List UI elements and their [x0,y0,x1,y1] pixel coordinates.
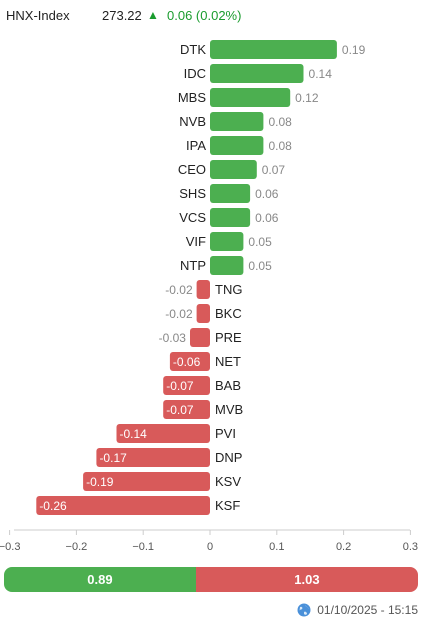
bar [210,112,264,131]
declining-value: 1.03 [294,572,320,587]
data-label: -0.19 [86,475,114,489]
category-label: KSF [215,498,240,513]
bar [83,472,210,491]
category-label: DTK [180,42,206,57]
data-label: -0.07 [166,403,194,417]
bar [210,232,244,251]
globe-icon [297,603,311,617]
bar [210,64,304,83]
category-label: VIF [186,234,206,249]
x-tick-label: −0.2 [66,541,88,553]
x-tick-label: 0.2 [336,541,351,553]
bar [190,328,210,347]
index-name: HNX-Index [6,7,70,23]
data-label: -0.02 [165,307,193,321]
data-label: 0.06 [255,211,279,225]
bar [169,352,210,371]
data-label: 0.19 [342,43,366,57]
data-label: -0.02 [165,283,193,297]
category-label: CEO [178,162,206,177]
index-change: 0.06 (0.02%) [167,7,242,23]
category-label: SHS [179,186,206,201]
up-arrow-icon: ▲ [147,8,159,22]
category-label: VCS [179,210,206,225]
category-label: NET [215,354,241,369]
category-label: IDC [184,66,206,81]
category-label: NVB [179,114,206,129]
advancing-value: 0.89 [87,572,113,587]
data-label: 0.05 [248,259,272,273]
category-label: DNP [215,450,242,465]
bar [163,400,210,419]
bar [210,88,291,107]
bar [210,184,251,203]
category-label: NTP [180,258,206,273]
data-label: -0.17 [99,451,127,465]
index-header: HNX-Index 273.22 ▲ 0.06 (0.02%) [6,6,241,24]
bar [36,496,210,515]
bar [196,304,210,323]
category-label: KSV [215,474,241,489]
category-label: PRE [215,330,242,345]
x-tick-label: −0.3 [0,541,20,553]
bar [210,256,244,275]
category-label: IPA [186,138,206,153]
category-label: TNG [215,282,242,297]
data-label: -0.03 [159,331,187,345]
data-label: 0.08 [268,115,292,129]
x-tick-label: −0.1 [132,541,154,553]
bar [196,280,210,299]
data-label: -0.07 [166,379,194,393]
x-tick-label: 0.1 [269,541,284,553]
data-label: -0.14 [119,427,147,441]
bar [163,376,210,395]
data-label: 0.05 [248,235,272,249]
data-label: 0.06 [255,187,279,201]
data-label: 0.07 [262,163,286,177]
data-label: -0.06 [173,355,201,369]
bar [96,448,210,467]
x-tick-label: 0.3 [403,541,418,553]
data-label: 0.08 [268,139,292,153]
bar [210,208,251,227]
advancing-segment: 0.89 [4,567,196,592]
bar [210,160,257,179]
x-tick-label: 0 [207,541,213,553]
impact-bar-chart: DTK 0.19 IDC 0.14 MBS 0.12 NVB 0.08 IPA 0.08 CEO 0.… [0,40,418,553]
bar [210,136,264,155]
category-label: BAB [215,378,241,393]
market-breadth-bar: 0.89 1.03 [4,567,418,592]
data-label: 0.12 [295,91,319,105]
index-value: 273.22 [102,7,142,23]
category-label: BKC [215,306,242,321]
data-label: -0.26 [39,499,67,513]
bar [116,424,210,443]
category-label: MVB [215,402,243,417]
bar [210,40,337,59]
category-label: MBS [178,90,207,105]
data-label: 0.14 [309,67,333,81]
category-label: PVI [215,426,236,441]
footer: 01/10/2025 - 15:15 [297,601,418,619]
timestamp: 01/10/2025 - 15:15 [317,603,418,617]
declining-segment: 1.03 [195,567,418,592]
